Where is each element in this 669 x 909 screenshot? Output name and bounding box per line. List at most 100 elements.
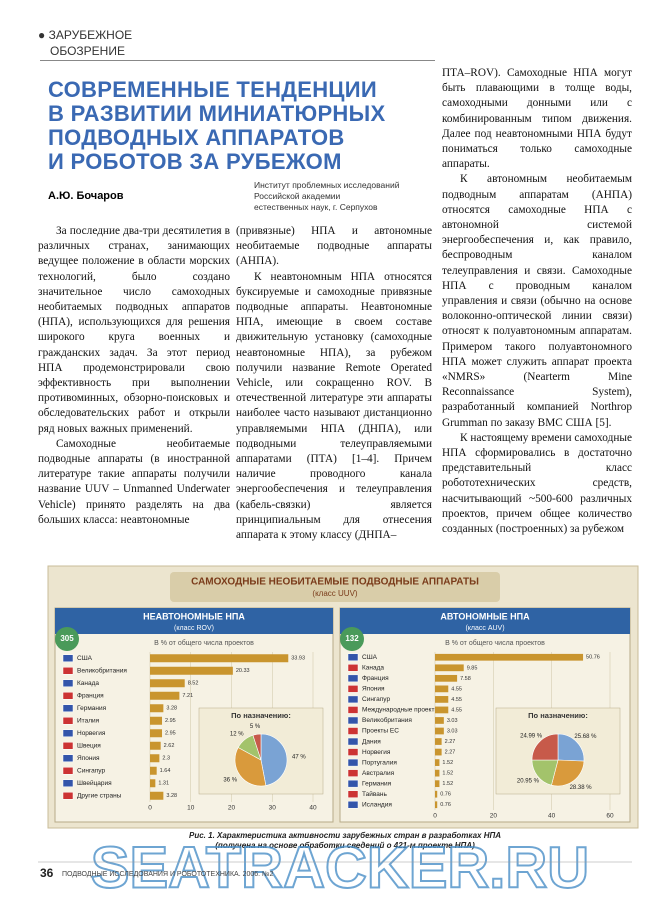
bar [435,674,458,682]
value-label: 1.64 [160,768,171,774]
value-label: 0.76 [440,802,451,808]
value-label: 50.76 [586,655,600,661]
category-label: Норвегия [77,730,106,737]
affiliation: Институт проблемных исследований Российск… [254,180,399,213]
author: А.Ю. Бочаров [48,190,124,202]
value-label: 3.28 [166,793,177,799]
value-label: 1.52 [442,781,453,787]
bar [150,679,185,688]
pie-slice [260,733,288,786]
bar [150,691,180,700]
panel-header [55,608,333,634]
flag [347,769,359,777]
pie-label: 5 % [250,724,261,730]
category-label: Германия [362,780,392,787]
journal-name: ПОДВОДНЫЕ ИССЛЕДОВАНИЯ И РОБОТОТЕХНИКА. … [62,871,274,878]
pie-slice [252,733,262,761]
value-label: 4.55 [451,697,462,703]
pie-slice [234,747,267,787]
pie-title: По назначению: [528,711,588,720]
bar [150,779,156,788]
category-label: Португалия [362,759,397,766]
paragraph: (привязные) НПА и автономные необитаемые… [236,225,432,268]
bar [435,748,442,756]
bar [435,717,444,724]
flag [62,717,74,725]
bar [435,664,464,672]
bar [435,727,444,735]
value-label: 33.93 [291,656,305,662]
value-label: 20.33 [236,668,250,674]
panel-subtitle: (класс ROV) [174,625,214,632]
panel-header [340,608,630,634]
x-tick-label: 0 [148,805,152,812]
pie-slice [531,733,559,761]
paragraph: ПТА–ROV). Самоходные НПА могут быть плав… [442,67,632,171]
bar [150,729,163,738]
text-column: (привязные) НПА и автономные необитаемые… [236,224,432,543]
flag [62,692,74,700]
flag [347,716,359,725]
value-label: 1.52 [442,771,453,777]
title-line: И РОБОТОВ ЗА РУБЕЖОМ [48,149,342,174]
title-line: СОВРЕМЕННЫЕ ТЕНДЕНЦИИ [48,77,378,102]
pie-slice [531,759,559,786]
panel-subtitle: (класс AUV) [465,625,504,632]
category-label: Дания [362,738,381,745]
pie-label: 24.99 % [520,734,543,740]
section-line: ОБОЗРЕНИЕ [50,44,125,58]
category-label: Исландия [362,801,392,808]
bar [150,766,157,775]
flag [62,704,74,712]
watermark: SEATRACKER.RU [91,835,589,900]
category-label: Проекты ЕС [362,728,399,735]
count-badge [340,627,364,651]
pie-label: 47 % [292,754,306,760]
page-number: 36 [40,866,54,880]
paragraph: К настоящему времени самоходные НПА сфор… [442,431,632,536]
category-label: Швеция [77,742,101,749]
bar [435,790,438,798]
project-count: 132 [345,634,359,643]
title-line: ПОДВОДНЫХ АППАРАТОВ [48,125,345,150]
flag [62,667,74,675]
axis-label: В % от общего числа проектов [154,639,254,647]
count-badge [55,627,79,651]
panel-title: НЕАВТОНОМНЫЕ НПА [143,611,245,621]
value-label: 2.95 [165,718,176,724]
pie-label: 25.68 % [574,734,597,740]
flag [62,729,74,737]
article-title: СОВРЕМЕННЫЕ ТЕНДЕНЦИИ В РАЗВИТИИ МИНИАТЮР… [48,78,385,174]
value-label: 9.85 [467,665,478,671]
pie-title: По назначению: [231,711,291,720]
category-label: Сингапур [77,767,105,774]
category-label: США [362,654,378,661]
bar [435,801,438,809]
category-label: Великобритания [362,716,412,724]
category-label: Япония [77,755,100,762]
text-column: За последние два-три десятилетия в разли… [38,224,230,528]
bar [150,791,164,800]
category-label: Япония [362,686,385,693]
flag [347,727,359,735]
x-tick-label: 0 [433,813,437,820]
x-tick-label: 10 [187,805,195,812]
bar [150,654,289,663]
value-label: 2.3 [162,756,170,762]
value-label: 1.31 [158,781,169,787]
axis-label: В % от общего числа проектов [445,639,545,647]
bar [150,666,233,675]
pie-label: 28.38 % [570,785,593,791]
category-label: Канада [362,665,384,672]
value-label: 7.58 [460,676,471,682]
bar [150,704,164,713]
figure-title: САМОХОДНЫЕ НЕОБИТАЕМЫЕ ПОДВОДНЫЕ АППАРАТ… [191,577,479,588]
value-label: 1.52 [442,760,453,766]
pie-label: 36 % [223,778,237,784]
category-label: США [77,655,93,662]
x-tick-label: 30 [269,805,277,812]
x-tick-label: 20 [228,805,236,812]
category-label: Австралия [362,770,395,777]
value-label: 3.03 [447,718,458,724]
affiliation-line: Институт проблемных исследований [254,180,400,190]
